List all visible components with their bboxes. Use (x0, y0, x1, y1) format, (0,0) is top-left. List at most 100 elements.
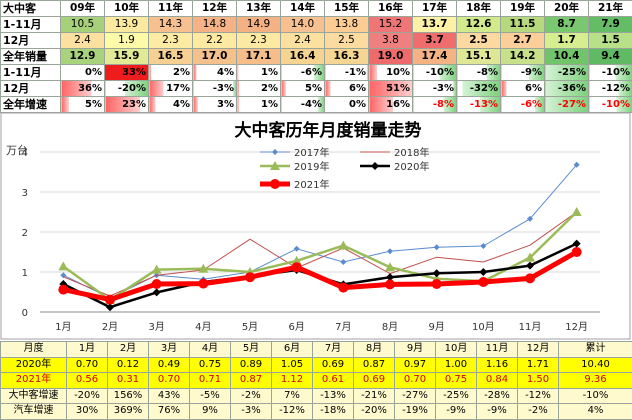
x-tick-label: 4月 (195, 321, 211, 333)
growth-cell: 1% (236, 96, 281, 113)
year-header: 19年 (500, 0, 545, 17)
sales-cell: 16.3 (324, 48, 369, 65)
growth-cell: -12% (588, 80, 632, 97)
sales-cell: 2.7 (500, 32, 545, 49)
data-table-header-cell: 2月 (107, 341, 149, 358)
legend-label: 2019年 (294, 160, 329, 173)
growth-cell: -9% (500, 64, 545, 81)
x-tick-label: 10月 (472, 321, 495, 333)
growth-cell: -10% (412, 64, 457, 81)
sales-cell: 16.5 (148, 48, 193, 65)
data-table-cell: -10% (558, 387, 632, 404)
sales-cell: 2.3 (236, 32, 281, 49)
summary-row-label: 1-11月 (0, 64, 61, 81)
x-tick-label: 6月 (288, 321, 304, 333)
data-table-header-cell: 12月 (517, 341, 559, 358)
sales-cell: 9.4 (588, 48, 632, 65)
data-table-cell: 9.36 (558, 372, 632, 389)
sales-cell: 10.5 (60, 16, 105, 33)
sales-cell: 12.9 (60, 48, 105, 65)
data-table-cell: 156% (107, 387, 149, 404)
sales-cell: 14.3 (148, 16, 193, 33)
data-table-cell: 7% (271, 387, 313, 404)
data-table-cell: 0.75 (435, 372, 477, 389)
sales-cell: 15.2 (368, 16, 413, 33)
data-table-cell: -18% (312, 403, 354, 420)
data-table-cell: 10.40 (558, 356, 632, 373)
data-table-row: 2020年 0.70 0.12 0.49 0.75 0.89 1.05 0.69 0.87 0.9… (0, 356, 632, 373)
data-table-header-row: 月度 1月 2月 3月 4月 5月 6月 7月 8月 9月 10月 11月 12月 累计 (0, 341, 632, 358)
data-point (527, 215, 533, 222)
x-tick-label: 12月 (565, 321, 588, 333)
year-header: 13年 (236, 0, 281, 17)
chart-frame (0, 112, 631, 340)
sales-cell: 12.6 (456, 16, 501, 33)
summary-row: 1-11月 10.5 13.9 14.3 14.8 14.9 14.0 13.8 15.2 13.… (0, 16, 632, 33)
data-table-header-cell: 月度 (0, 341, 67, 358)
sales-cell: 14.2 (500, 48, 545, 65)
growth-cell: 36% (60, 80, 105, 97)
data-point (572, 239, 581, 248)
x-tick-label: 9月 (428, 321, 444, 333)
data-table-cell: 9% (189, 403, 231, 420)
summary-row: 12月 36% -20% 17% -3% 2% 5% 6% 51% -3% -32% 6% -36% -1… (0, 80, 632, 97)
growth-cell: -10% (588, 64, 632, 81)
year-header: 14年 (280, 0, 325, 17)
x-tick-label: 1月 (55, 321, 71, 333)
growth-cell: 0% (60, 64, 105, 81)
year-header: 20年 (544, 0, 589, 17)
data-table-cell: 0.61 (312, 372, 354, 389)
data-table-row: 2021年 0.56 0.31 0.70 0.71 0.87 1.12 0.61 0.69 0.7… (0, 372, 632, 389)
data-point (105, 294, 115, 305)
year-header: 18年 (456, 0, 501, 17)
legend-marker (272, 149, 278, 155)
data-point (60, 272, 67, 279)
y-axis-label: 万台 (6, 143, 28, 157)
growth-cell: 23% (104, 96, 149, 113)
data-table-row: 汽车增速 30% 369% 76% 9% -3% -12% -18% -20% -19% -9% -9… (0, 403, 632, 420)
data-point (433, 244, 440, 251)
data-table-header-cell: 5月 (230, 341, 272, 358)
data-point (386, 273, 394, 282)
data-point (480, 243, 487, 249)
sales-cell: 2.5 (456, 32, 501, 49)
data-table-cell: 1.71 (517, 356, 559, 373)
data-point (525, 273, 535, 284)
data-point (198, 263, 209, 273)
sales-cell: 13.8 (324, 16, 369, 33)
sales-cell: 16.4 (280, 48, 325, 65)
legend-item: 2018年 (360, 146, 429, 159)
y-tick-label: 1 (22, 268, 28, 279)
data-table-cell: 0.70 (394, 372, 436, 389)
summary-corner-label: 大中客 (0, 0, 61, 17)
data-table-header-cell: 3月 (148, 341, 190, 358)
data-point (385, 279, 395, 290)
x-tick-label: 5月 (242, 321, 258, 333)
data-table-cell: -9% (476, 403, 518, 420)
data-point (338, 282, 349, 293)
data-table-cell: -28% (476, 387, 518, 404)
growth-cell: 6% (500, 80, 545, 97)
sales-cell: 14.0 (280, 16, 325, 33)
data-point (58, 284, 69, 295)
growth-cell: 0% (324, 96, 369, 113)
year-header: 11年 (148, 0, 193, 17)
data-table-cell: -25% (435, 387, 477, 404)
legend-item: 2017年 (260, 146, 329, 159)
data-table-cell: 43% (148, 387, 190, 404)
data-table-cell: 0.71 (189, 372, 231, 389)
year-header: 16年 (368, 0, 413, 17)
sales-cell: 1.7 (544, 32, 589, 49)
data-table-header-cell: 11月 (476, 341, 518, 358)
year-header: 17年 (412, 0, 457, 17)
growth-cell: 2% (148, 64, 193, 81)
sales-cell: 2.4 (60, 32, 105, 49)
data-table-cell: -27% (394, 387, 436, 404)
legend-item: 2021年 (260, 178, 329, 191)
data-table-row-label: 大中客增速 (0, 387, 67, 404)
data-table-cell: 0.75 (189, 356, 231, 373)
legend-marker (371, 162, 379, 170)
data-table-cell: 0.31 (107, 372, 149, 389)
sales-cell: 17.0 (192, 48, 237, 65)
data-table-cell: 4% (558, 403, 632, 420)
